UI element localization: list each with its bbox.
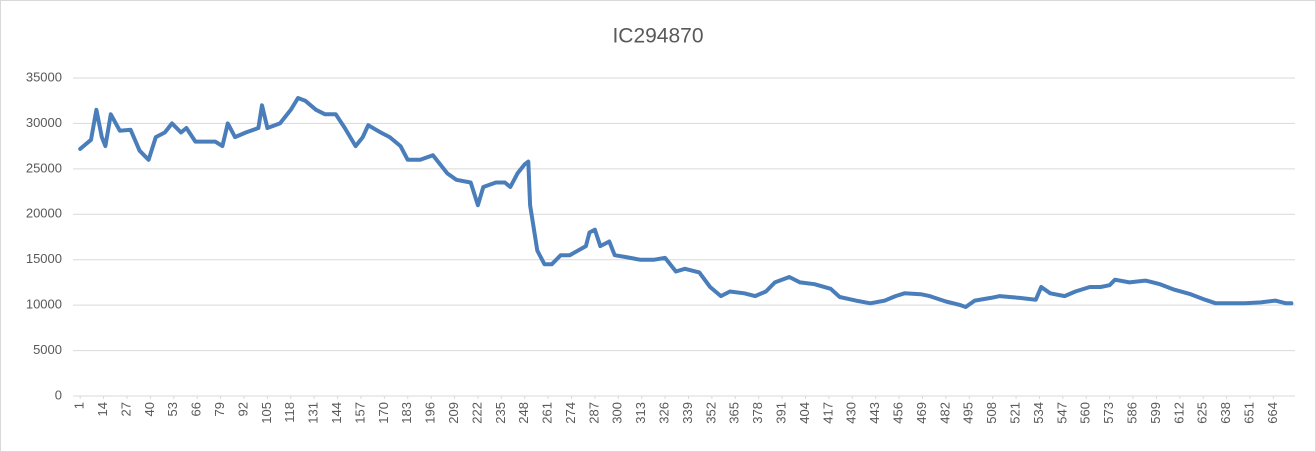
x-tick-label: 79 — [212, 402, 227, 416]
y-tick-label: 0 — [55, 387, 62, 402]
x-tick-label: 534 — [1031, 402, 1046, 424]
x-tick-label: 183 — [399, 402, 414, 424]
x-tick-label: 651 — [1241, 402, 1256, 424]
x-tick-label: 209 — [446, 402, 461, 424]
x-tick-label: 456 — [891, 402, 906, 424]
x-tick-label: 625 — [1195, 402, 1210, 424]
x-tick-label: 612 — [1171, 402, 1186, 424]
x-tick-label: 53 — [165, 402, 180, 416]
x-tick-label: 586 — [1124, 402, 1139, 424]
x-tick-label: 287 — [586, 402, 601, 424]
x-tick-label: 105 — [259, 402, 274, 424]
chart-title: IC294870 — [612, 25, 703, 48]
x-tick-label: 547 — [1054, 402, 1069, 424]
x-tick-label: 339 — [680, 402, 695, 424]
x-tick-label: 469 — [914, 402, 929, 424]
x-tick-label: 92 — [235, 402, 250, 416]
x-tick-label: 638 — [1218, 402, 1233, 424]
x-tick-label: 274 — [563, 402, 578, 424]
x-tick-label: 248 — [516, 402, 531, 424]
x-tick-label: 261 — [540, 402, 555, 424]
x-tick-label: 1 — [72, 402, 87, 409]
x-tick-label: 157 — [352, 402, 367, 424]
x-tick-label: 14 — [95, 402, 110, 416]
x-tick-label: 391 — [774, 402, 789, 424]
x-tick-label: 430 — [844, 402, 859, 424]
x-tick-label: 326 — [657, 402, 672, 424]
x-tick-label: 144 — [329, 402, 344, 424]
y-tick-label: 10000 — [26, 297, 62, 312]
x-tick-label: 599 — [1148, 402, 1163, 424]
x-tick-label: 222 — [469, 402, 484, 424]
x-tick-label: 27 — [118, 402, 133, 416]
x-tick-label: 196 — [423, 402, 438, 424]
y-tick-label: 35000 — [26, 69, 62, 84]
y-tick-label: 5000 — [33, 342, 62, 357]
x-tick-label: 482 — [937, 402, 952, 424]
x-tick-label: 300 — [610, 402, 625, 424]
x-tick-label: 365 — [727, 402, 742, 424]
x-tick-label: 378 — [750, 402, 765, 424]
x-tick-label: 573 — [1101, 402, 1116, 424]
x-tick-label: 417 — [820, 402, 835, 424]
x-tick-label: 521 — [1007, 402, 1022, 424]
x-tick-label: 313 — [633, 402, 648, 424]
y-tick-label: 25000 — [26, 160, 62, 175]
x-tick-label: 508 — [984, 402, 999, 424]
x-tick-label: 170 — [376, 402, 391, 424]
x-tick-label: 664 — [1265, 402, 1280, 424]
x-tick-label: 352 — [703, 402, 718, 424]
x-tick-label: 40 — [142, 402, 157, 416]
x-tick-label: 131 — [306, 402, 321, 424]
x-tick-label: 404 — [797, 402, 812, 424]
x-tick-label: 495 — [961, 402, 976, 424]
y-tick-label: 20000 — [26, 206, 62, 221]
data-line — [78, 96, 1294, 309]
x-tick-label: 443 — [867, 402, 882, 424]
x-tick-label: 560 — [1078, 402, 1093, 424]
y-tick-label: 15000 — [26, 251, 62, 266]
x-tick-label: 235 — [493, 402, 508, 424]
x-tick-label: 66 — [189, 402, 204, 416]
y-tick-label: 30000 — [26, 115, 62, 130]
x-tick-label: 118 — [282, 402, 297, 423]
